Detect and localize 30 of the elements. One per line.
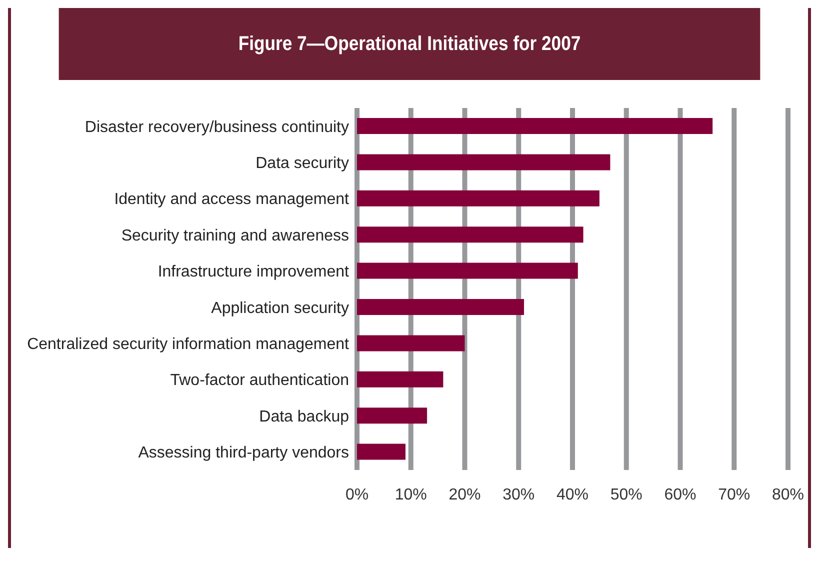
x-tick-label: 60%	[664, 486, 696, 504]
y-tick-label: Centralized security information management	[27, 336, 350, 353]
bar	[357, 118, 713, 134]
bar	[357, 190, 600, 206]
bar	[357, 335, 465, 352]
chart-title: Figure 7—Operational Initiatives for 2007	[58, 8, 760, 80]
bar	[357, 299, 524, 315]
y-tick-label: Two-factor authentication	[170, 372, 349, 390]
x-tick-label: 30%	[502, 486, 535, 504]
x-tick-label: 40%	[556, 486, 589, 504]
y-tick-label: Security training and awareness	[121, 227, 349, 244]
bar	[357, 154, 610, 170]
bar	[357, 226, 584, 243]
y-tick-label: Infrastructure improvement	[158, 264, 350, 281]
bar	[357, 444, 406, 460]
x-tick-label: 80%	[772, 486, 804, 504]
y-tick-label: Assessing third-party vendors	[138, 444, 349, 462]
bar	[357, 262, 578, 279]
x-tick-label: 20%	[448, 486, 481, 504]
x-tick-label: 50%	[610, 486, 642, 504]
x-tick-label: 70%	[718, 486, 750, 504]
x-tick-label: 0%	[345, 486, 369, 504]
x-tick-label: 10%	[394, 486, 427, 504]
y-tick-label: Identity and access management	[114, 191, 350, 208]
y-tick-label: Application security	[211, 300, 349, 317]
bar	[357, 408, 428, 424]
bar	[357, 371, 444, 388]
y-tick-label: Data backup	[259, 408, 350, 426]
y-tick-label: Disaster recovery/business continuity	[84, 118, 349, 136]
y-tick-label: Data security	[256, 154, 349, 172]
